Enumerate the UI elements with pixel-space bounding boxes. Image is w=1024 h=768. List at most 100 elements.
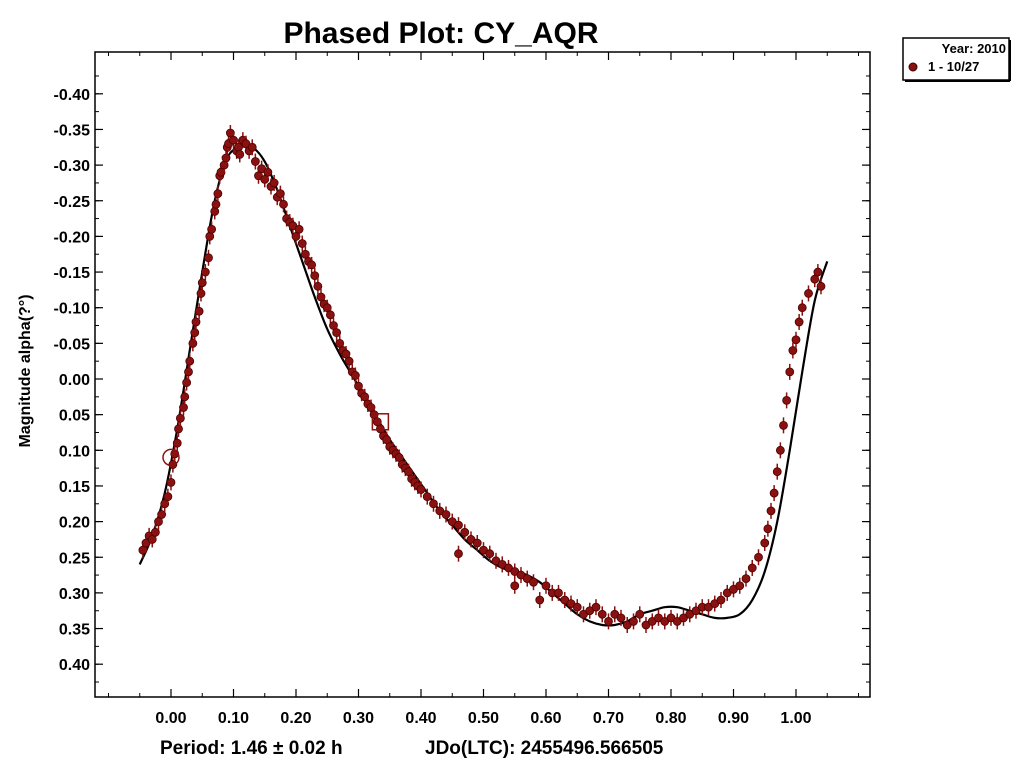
- y-tick-label: 0.15: [59, 479, 90, 496]
- data-point: [535, 595, 545, 605]
- data-point: [344, 356, 354, 366]
- data-point: [716, 595, 726, 605]
- data-point: [341, 349, 351, 359]
- data-point: [307, 260, 317, 270]
- y-tick-label: -0.30: [54, 158, 91, 175]
- data-point: [221, 153, 231, 163]
- x-tick-label: 0.70: [593, 710, 624, 727]
- data-point: [429, 499, 438, 509]
- data-point: [597, 609, 607, 619]
- data-point: [372, 417, 382, 427]
- data-point: [416, 485, 426, 494]
- data-point: [785, 367, 795, 377]
- data-point: [275, 189, 285, 199]
- data-point: [629, 617, 638, 626]
- y-tick-label: -0.20: [54, 229, 91, 246]
- data-point: [200, 267, 210, 277]
- x-tick-label: 0.50: [468, 710, 499, 727]
- data-point: [163, 492, 173, 502]
- data-point: [138, 545, 148, 555]
- data-point: [735, 581, 745, 591]
- special-markers-layer: [162, 413, 390, 467]
- x-tick-label: 0.90: [718, 710, 749, 727]
- x-tick-label: 1.00: [780, 710, 811, 727]
- data-point: [191, 317, 201, 327]
- open-circle-marker: [162, 448, 180, 467]
- data-point: [591, 602, 601, 612]
- data-point: [279, 199, 288, 209]
- period-label: Period: 1.46 ± 0.02 h: [160, 738, 343, 759]
- x-axis: 0.00 0.10 0.20 0.30 0.40 0.50 0.60 0.70 0.80 0.90…: [108, 52, 859, 727]
- data-point: [766, 506, 776, 516]
- x-tick-label: 0.60: [530, 710, 561, 727]
- data-point: [297, 239, 307, 248]
- data-point: [616, 613, 626, 623]
- data-point: [247, 142, 257, 152]
- data-point: [472, 538, 482, 548]
- data-point: [260, 174, 270, 184]
- data-point: [332, 328, 342, 338]
- data-point: [810, 274, 820, 284]
- data-point: [794, 317, 804, 327]
- chart-title: Phased Plot: CY_AQR: [283, 17, 598, 50]
- data-point: [234, 142, 243, 152]
- data-point: [185, 356, 195, 366]
- y-tick-label: 0.40: [59, 657, 90, 674]
- y-tick-label: -0.05: [54, 336, 91, 353]
- data-point: [354, 381, 363, 391]
- data-point: [529, 577, 538, 587]
- data-point: [422, 492, 432, 502]
- data-point: [454, 549, 463, 559]
- y-tick-label: -0.10: [54, 301, 91, 318]
- data-point: [741, 574, 751, 584]
- data-point: [375, 424, 385, 434]
- data-point: [166, 477, 176, 487]
- x-tick-label: 0.00: [155, 710, 186, 727]
- data-point: [175, 413, 185, 423]
- y-tick-label: 0.00: [59, 372, 90, 389]
- data-point: [147, 535, 157, 544]
- data-point: [769, 488, 779, 498]
- data-point: [263, 167, 273, 177]
- legend-marker: [908, 62, 918, 72]
- data-point: [207, 224, 217, 234]
- data-point: [190, 328, 200, 338]
- y-tick-label: 0.20: [59, 515, 90, 532]
- y-tick-label: 0.25: [59, 550, 90, 567]
- data-point: [382, 435, 392, 445]
- y-tick-label: -0.25: [54, 194, 91, 211]
- y-axis: -0.40 -0.35 -0.30 -0.25 -0.20 -0.15 -0.10 -0.05…: [54, 75, 870, 683]
- data-point: [572, 602, 582, 612]
- data-point: [554, 588, 563, 598]
- data-point: [196, 289, 206, 298]
- data-point: [791, 335, 801, 345]
- data-point: [782, 395, 792, 405]
- data-point: [813, 267, 823, 277]
- data-point: [160, 499, 170, 509]
- legend-entry: 1 - 10/27: [928, 59, 979, 74]
- data-point: [197, 278, 207, 288]
- data-point: [174, 424, 183, 434]
- y-tick-label: 0.35: [59, 622, 90, 639]
- data-point: [360, 392, 370, 402]
- data-point: [154, 517, 163, 526]
- data-point: [172, 438, 182, 448]
- data-point: [325, 310, 335, 320]
- data-point: [194, 306, 204, 316]
- data-point: [747, 563, 757, 573]
- data-point: [188, 338, 198, 348]
- data-point: [157, 510, 167, 519]
- data-points-layer: [138, 125, 826, 633]
- data-point: [216, 167, 226, 177]
- data-point: [322, 303, 332, 313]
- data-point: [510, 581, 520, 591]
- data-point: [541, 581, 551, 591]
- data-point: [779, 420, 788, 430]
- data-point: [179, 403, 188, 412]
- data-point: [350, 371, 360, 380]
- x-tick-label: 0.20: [280, 710, 311, 727]
- data-point: [269, 178, 279, 188]
- data-point: [763, 524, 773, 534]
- data-point: [205, 231, 215, 241]
- y-tick-label: 0.05: [59, 408, 90, 425]
